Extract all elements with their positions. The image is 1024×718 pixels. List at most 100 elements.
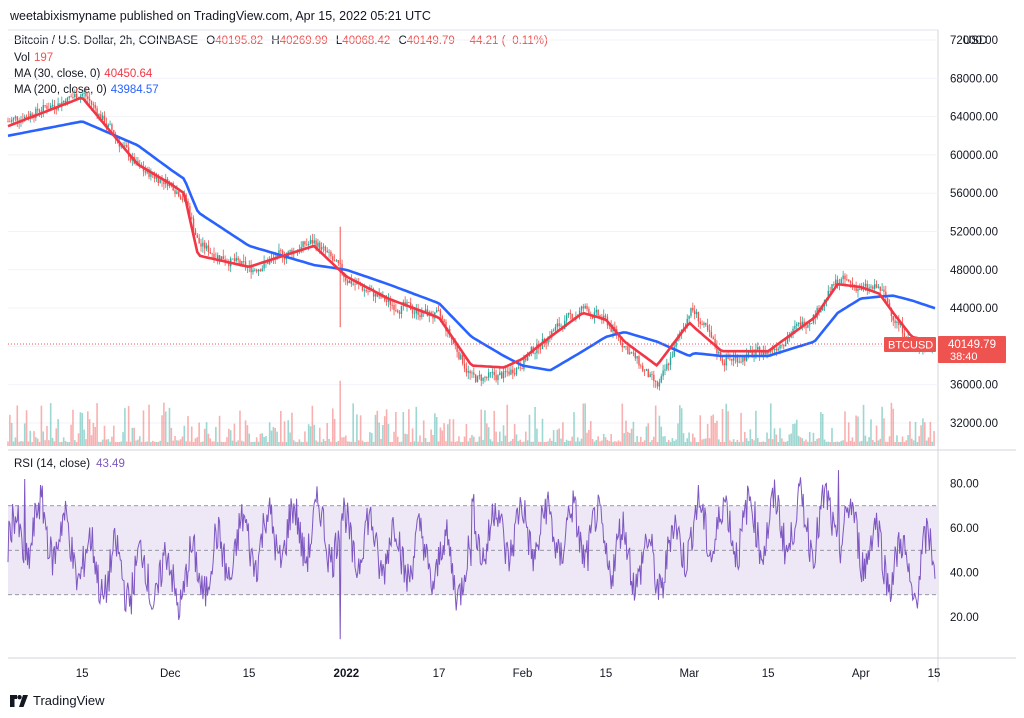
candle-body bbox=[261, 268, 263, 272]
time-tick-label: 15 bbox=[76, 668, 89, 680]
volume-bar bbox=[692, 433, 694, 446]
price-tick-label: 36000.00 bbox=[950, 380, 998, 392]
symbol-badge-bg bbox=[884, 337, 936, 352]
price-axis[interactable]: 72000.00 68000.00 64000.00 60000.00 56000.00… bbox=[950, 35, 998, 430]
volume-bar bbox=[296, 442, 299, 446]
volume-bar bbox=[645, 426, 648, 446]
volume-bar bbox=[836, 441, 839, 446]
volume-legend[interactable]: Vol 197 bbox=[14, 52, 53, 64]
candle-body bbox=[560, 325, 562, 327]
candle-body bbox=[667, 363, 670, 365]
volume-bar bbox=[246, 425, 249, 446]
volume-bar bbox=[810, 441, 813, 446]
volume-bar bbox=[281, 441, 284, 446]
candle-body bbox=[204, 242, 206, 249]
volume-bar bbox=[326, 423, 329, 446]
volume-bar bbox=[120, 441, 123, 446]
volume-bar bbox=[738, 441, 741, 446]
volume-bar bbox=[44, 440, 46, 446]
rsi-legend[interactable]: RSI (14, close) 43.49 bbox=[14, 458, 125, 470]
volume-bar bbox=[107, 439, 110, 446]
volume-bar bbox=[788, 434, 791, 446]
volume-bar bbox=[352, 403, 354, 446]
volume-bar bbox=[656, 441, 659, 446]
time-axis[interactable]: 15 Dec 15 2022 17 Feb 15 Mar 15 Apr 15 bbox=[76, 668, 941, 680]
volume-bar bbox=[96, 403, 98, 446]
volume-bar bbox=[138, 436, 141, 446]
volume-bar bbox=[879, 438, 882, 446]
volume-bar bbox=[658, 415, 661, 446]
candle-body bbox=[150, 172, 152, 177]
volume-bar bbox=[914, 422, 917, 446]
volume-bar bbox=[758, 441, 761, 446]
volume-bar bbox=[270, 430, 273, 446]
volume-bar bbox=[821, 413, 824, 446]
volume-bar bbox=[68, 441, 71, 446]
volume-bar bbox=[413, 441, 416, 446]
candle-body bbox=[671, 356, 674, 358]
volume-bar bbox=[55, 428, 58, 446]
candle-body bbox=[376, 293, 379, 297]
volume-bar bbox=[927, 437, 930, 446]
volume-bar bbox=[695, 441, 698, 446]
volume-bar bbox=[823, 439, 826, 446]
volume-bar bbox=[768, 438, 770, 446]
volume-bar bbox=[703, 438, 705, 446]
candle-body bbox=[417, 308, 419, 315]
price-tick-label: 64000.00 bbox=[950, 112, 998, 124]
volume-bar bbox=[220, 441, 223, 446]
volume-bar bbox=[627, 431, 629, 446]
ma30-legend[interactable]: MA (30, close, 0) 40450.64 bbox=[14, 68, 152, 80]
high-label: H bbox=[271, 35, 280, 47]
candle-body bbox=[903, 333, 906, 340]
volume-bar bbox=[294, 441, 297, 446]
volume-bar bbox=[465, 423, 468, 446]
candle-body bbox=[326, 250, 328, 253]
volume-bar bbox=[116, 441, 119, 446]
volume-bar bbox=[829, 441, 831, 446]
chart-canvas[interactable]: 72000.00 68000.00 64000.00 60000.00 56000.00… bbox=[0, 0, 1024, 690]
candle-body bbox=[317, 242, 319, 248]
rsi-tick-label: 20.00 bbox=[950, 612, 979, 624]
volume-bar bbox=[764, 441, 766, 446]
volume-bar bbox=[736, 439, 739, 446]
volume-bar bbox=[215, 426, 217, 446]
candle-body bbox=[660, 376, 662, 383]
volume-bar bbox=[289, 432, 291, 446]
rsi-axis[interactable]: 80.00 60.00 40.00 20.00 bbox=[950, 479, 979, 625]
rsi-tick-label: 80.00 bbox=[950, 479, 979, 491]
volume-bar bbox=[933, 431, 935, 446]
tradingview-logo[interactable]: TradingView bbox=[10, 693, 105, 708]
candle-body bbox=[346, 280, 349, 284]
volume-bar bbox=[200, 441, 202, 446]
candle-body bbox=[744, 357, 746, 361]
currency-label[interactable]: USD bbox=[963, 35, 987, 47]
volume-bar bbox=[445, 441, 447, 446]
volume-bar bbox=[580, 438, 583, 446]
volume-bar bbox=[293, 440, 295, 446]
candle-body bbox=[90, 100, 93, 105]
symbol-name[interactable]: Bitcoin / U.S. Dollar, 2h, COINBASE bbox=[14, 35, 199, 47]
volume-bar bbox=[137, 439, 139, 446]
volume-bar bbox=[925, 440, 928, 446]
volume-bar bbox=[669, 441, 672, 446]
candle-body bbox=[894, 320, 896, 323]
volume-bar bbox=[274, 427, 277, 446]
candle-body bbox=[773, 348, 776, 350]
volume-bar bbox=[855, 415, 857, 446]
candle-body bbox=[517, 367, 520, 369]
candle-body bbox=[723, 362, 726, 366]
candle-body bbox=[595, 309, 598, 313]
candle-body bbox=[658, 382, 661, 387]
volume-bar bbox=[779, 428, 781, 446]
ma200-legend[interactable]: MA (200, close, 0) 43984.57 bbox=[14, 84, 159, 96]
candle-body bbox=[484, 376, 486, 378]
volume-bar bbox=[803, 441, 805, 446]
volume-bar bbox=[280, 410, 282, 446]
volume-bar bbox=[350, 441, 353, 446]
ma200-line bbox=[7, 120, 936, 372]
candle-body bbox=[879, 286, 881, 291]
volume-label: Vol bbox=[14, 52, 30, 64]
candle-body bbox=[419, 314, 421, 317]
volume-value: 197 bbox=[34, 52, 54, 64]
